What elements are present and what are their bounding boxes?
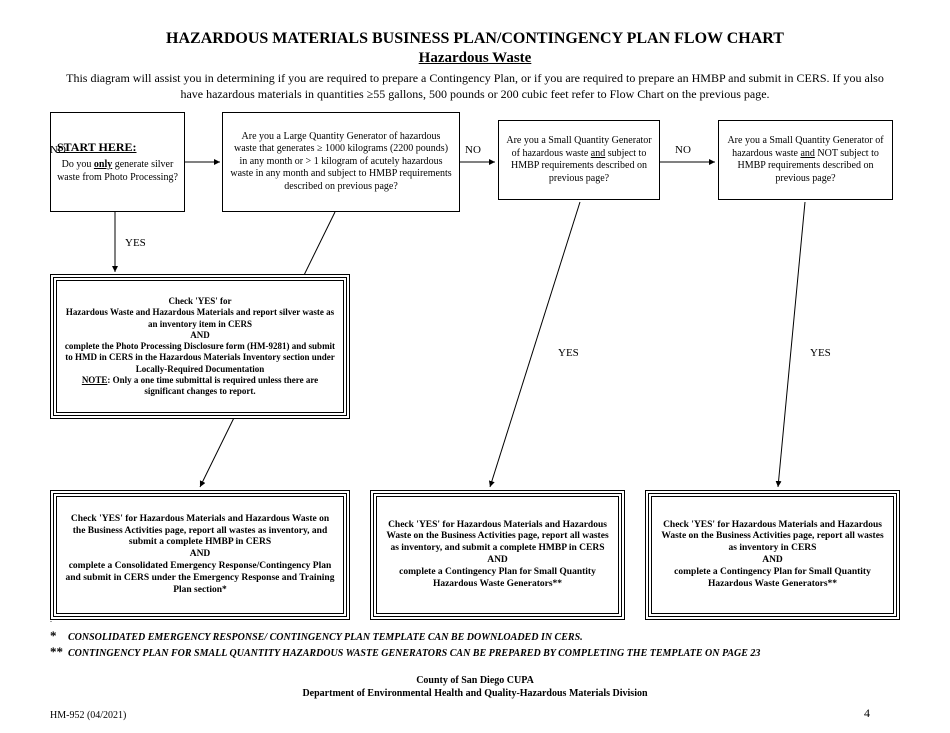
no-label-2: NO xyxy=(465,144,481,156)
a4-l2: complete a Contingency Plan for Small Qu… xyxy=(659,567,886,591)
q4-text: Are you a Small Quantity Generator of ha… xyxy=(725,135,886,185)
page: HAZARDOUS MATERIALS BUSINESS PLAN/CONTIN… xyxy=(0,0,950,733)
page-subtitle: Hazardous Waste xyxy=(50,50,900,67)
footnotes: *CONSOLIDATED EMERGENCY RESPONSE/ CONTIN… xyxy=(50,628,900,660)
no-label-1: NO xyxy=(50,144,66,156)
yes-label-1: YES xyxy=(125,237,146,249)
intro-text: This diagram will assist you in determin… xyxy=(50,71,900,102)
a2-and: AND xyxy=(64,549,336,561)
a4-l1: Check 'YES' for Hazardous Materials and … xyxy=(659,520,886,556)
a3-and: AND xyxy=(384,555,611,567)
a1-and: AND xyxy=(64,330,336,341)
a2-box: Check 'YES' for Hazardous Materials and … xyxy=(50,490,350,620)
a1-l1: Check 'YES' for xyxy=(64,296,336,307)
footer-line-1: County of San Diego CUPA xyxy=(50,674,900,687)
a3-l2: complete a Contingency Plan for Small Qu… xyxy=(384,567,611,591)
a3-box: Check 'YES' for Hazardous Materials and … xyxy=(370,490,625,620)
a1-l3: complete the Photo Processing Disclosure… xyxy=(64,341,336,375)
a3-l1: Check 'YES' for Hazardous Materials and … xyxy=(384,520,611,556)
footnote-2: **CONTINGENCY PLAN FOR SMALL QUANTITY HA… xyxy=(50,644,900,660)
footnote-1: *CONSOLIDATED EMERGENCY RESPONSE/ CONTIN… xyxy=(50,628,900,644)
footer: County of San Diego CUPA Department of E… xyxy=(50,674,900,700)
a1-note: NOTE: Only a one time submittal is requi… xyxy=(64,375,336,398)
flowchart: START HERE: Do you only generate silver … xyxy=(50,112,900,622)
a1-l2: Hazardous Waste and Hazardous Materials … xyxy=(64,307,336,330)
page-number: 4 xyxy=(864,706,870,721)
q2-text: Are you a Large Quantity Generator of ha… xyxy=(229,131,453,194)
q1-box: START HERE: Do you only generate silver … xyxy=(50,112,185,212)
q2-box: Are you a Large Quantity Generator of ha… xyxy=(222,112,460,212)
a2-l2: complete a Consolidated Emergency Respon… xyxy=(64,561,336,597)
yes-label-4: YES xyxy=(810,347,831,359)
page-title: HAZARDOUS MATERIALS BUSINESS PLAN/CONTIN… xyxy=(50,30,900,48)
a1-box: Check 'YES' for Hazardous Waste and Haza… xyxy=(50,274,350,419)
q1-text: Do you only generate silver waste from P… xyxy=(57,159,178,184)
no-label-3: NO xyxy=(675,144,691,156)
doc-id: HM-952 (04/2021) xyxy=(50,710,126,721)
stray-dot: . xyxy=(50,615,52,624)
yes-label-3: YES xyxy=(558,347,579,359)
a4-box: Check 'YES' for Hazardous Materials and … xyxy=(645,490,900,620)
a4-and: AND xyxy=(659,555,886,567)
q4-box: Are you a Small Quantity Generator of ha… xyxy=(718,120,893,200)
q3-box: Are you a Small Quantity Generator of ha… xyxy=(498,120,660,200)
q3-text: Are you a Small Quantity Generator of ha… xyxy=(505,135,653,185)
a2-l1: Check 'YES' for Hazardous Materials and … xyxy=(64,514,336,550)
footer-line-2: Department of Environmental Health and Q… xyxy=(50,687,900,700)
start-here-label: START HERE: xyxy=(57,140,178,155)
